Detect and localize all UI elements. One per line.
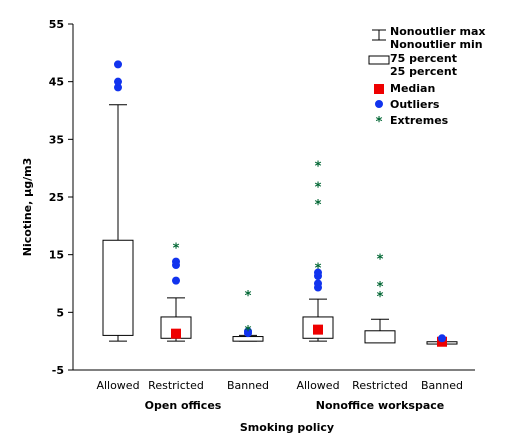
outlier-point (314, 279, 322, 288)
outlier-point (172, 257, 180, 266)
legend-median-symbol (374, 84, 384, 94)
y-axis: -5 5 15 25 35 45 55 (49, 18, 74, 377)
x-category-label: Allowed (96, 379, 139, 392)
extreme-point: * (245, 289, 252, 304)
legend-label: Nonoutlier min (390, 38, 483, 51)
box-group (426, 334, 458, 347)
extreme-point: * (315, 198, 322, 213)
extreme-point: * (245, 324, 252, 339)
y-tick-label: -5 (52, 364, 64, 377)
outlier-point (314, 268, 322, 277)
extreme-point: * (173, 242, 180, 257)
y-tick-label: 25 (49, 191, 64, 204)
y-tick-label: 55 (49, 18, 64, 31)
extreme-point: * (377, 280, 384, 295)
legend-label: 25 percent (390, 65, 457, 78)
y-axis-title: Nicotine, µg/m3 (21, 158, 34, 256)
box-group: *** (364, 253, 396, 344)
y-tick-label: 5 (56, 306, 64, 319)
legend-extreme-symbol: * (376, 115, 383, 130)
extreme-point: * (377, 290, 384, 305)
x-category-label: Banned (421, 379, 463, 392)
y-tick-label: 15 (49, 249, 64, 262)
x-category-label: Restricted (148, 379, 204, 392)
legend-label: 75 percent (390, 52, 457, 65)
boxes: ********** (102, 60, 458, 347)
extreme-point: * (315, 159, 322, 174)
outlier-point (244, 327, 252, 336)
legend-label: Extremes (390, 114, 449, 127)
box-group (102, 60, 134, 342)
y-tick-label: 45 (49, 76, 64, 89)
outlier-point (114, 77, 122, 86)
extreme-point: * (315, 261, 322, 276)
box-group: * * * * (302, 159, 334, 342)
outlier-point (172, 276, 180, 285)
legend-outlier-symbol (375, 100, 383, 108)
x-category-label: Banned (227, 379, 269, 392)
outlier-point (438, 334, 446, 343)
x-group-label: Open offices (145, 399, 222, 412)
x-axis-title: Smoking policy (240, 421, 334, 434)
box-iqr (364, 330, 396, 344)
legend-label: Outliers (390, 98, 440, 111)
x-category-label: Restricted (352, 379, 408, 392)
extreme-point: * (315, 181, 322, 196)
box-group: * (160, 242, 192, 342)
x-group-label: Nonoffice workspace (316, 399, 445, 412)
legend-box-symbol (368, 55, 390, 65)
extreme-point: * (377, 253, 384, 268)
x-axis: Allowed Restricted Banned Allowed Restricted… (73, 369, 475, 412)
legend-label: Nonoutlier max (390, 25, 485, 38)
outlier-point (114, 60, 122, 69)
box-iqr (102, 239, 134, 336)
box-group: ** (232, 289, 264, 342)
y-tick-label: 35 (49, 133, 64, 146)
median-marker (171, 328, 181, 339)
legend-label: Median (390, 82, 435, 95)
x-category-label: Allowed (296, 379, 339, 392)
median-marker (313, 324, 323, 335)
outlier-point (114, 83, 122, 92)
